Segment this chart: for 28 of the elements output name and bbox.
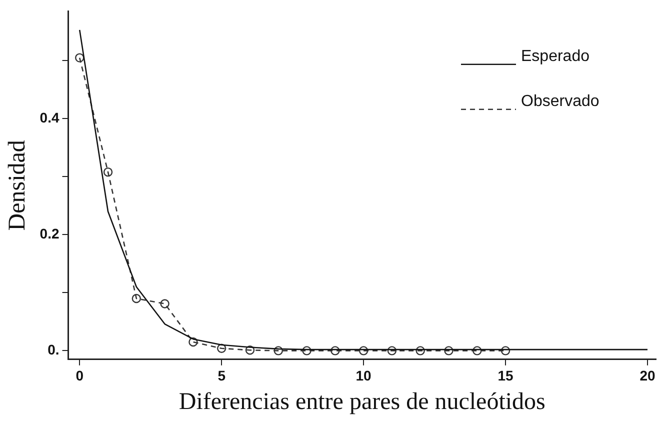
legend-label: Esperado [521, 48, 590, 65]
x-tick-label: 5 [218, 368, 226, 384]
point [358, 346, 368, 356]
point [132, 294, 142, 304]
y-tick-label: 0. [48, 342, 60, 358]
point [103, 167, 113, 177]
legend-label: Observado [521, 92, 600, 110]
y-axis-title: Densidad [4, 140, 31, 231]
point [188, 337, 198, 347]
point [160, 299, 170, 308]
point [75, 53, 84, 62]
x-tick-label: 20 [640, 368, 656, 384]
y-tick-label: 0.2 [40, 226, 60, 242]
x-tick-label: 15 [498, 368, 514, 384]
point [444, 346, 454, 356]
point [330, 346, 340, 356]
point [472, 346, 482, 356]
point [416, 346, 425, 356]
point [302, 346, 312, 356]
x-axis-title: Diferencias entre pares de nucleótidos [178, 388, 546, 415]
point [387, 346, 397, 356]
point [216, 344, 226, 353]
x-tick-label: 10 [356, 368, 372, 384]
x-tick-label: 0 [76, 368, 84, 384]
point [274, 346, 283, 356]
point [245, 346, 255, 355]
point [500, 346, 510, 356]
y-tick-label: 0.4 [40, 110, 60, 126]
